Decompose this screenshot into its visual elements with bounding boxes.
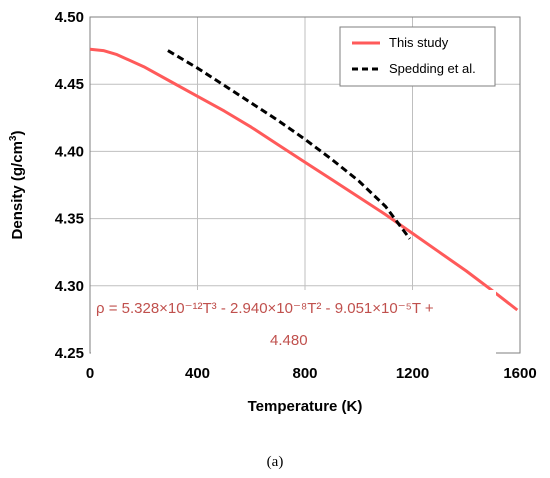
- equation-box: [91, 290, 496, 357]
- equation-line-1: ρ = 5.328×10⁻¹²T³ - 2.940×10⁻⁸T² - 9.051…: [96, 300, 434, 317]
- legend-box: [339, 26, 496, 87]
- figure-caption: (a): [267, 454, 284, 470]
- y-axis-title-main: Density (g/cm: [9, 141, 26, 239]
- y-tick-label: 4.25: [55, 345, 84, 362]
- series-layer: [89, 47, 519, 312]
- x-tick-label: 0: [86, 365, 94, 382]
- y-axis-title: Density (g/cm3): [8, 131, 26, 240]
- x-axis-title: Temperature (K): [248, 398, 363, 415]
- y-axis-ticks: 4.25 4.30 4.35 4.40 4.45 4.50: [55, 9, 84, 362]
- y-tick-label: 4.30: [55, 278, 84, 295]
- y-tick-label: 4.50: [55, 9, 84, 26]
- x-axis-ticks: 0 400 800 1200 1600: [86, 365, 537, 382]
- y-axis-title-sup: 3: [8, 135, 19, 141]
- y-axis-title-end: ): [9, 131, 26, 136]
- x-tick-label: 400: [185, 365, 210, 382]
- fit-equation: ρ = 5.328×10⁻¹²T³ - 2.940×10⁻⁸T² - 9.051…: [91, 290, 496, 357]
- series-line-this-study: [89, 47, 519, 312]
- legend-label-this-study: This study: [389, 35, 449, 50]
- y-tick-label: 4.40: [55, 143, 84, 160]
- y-tick-label: 4.45: [55, 76, 84, 93]
- equation-line-2: 4.480: [270, 332, 308, 349]
- series-line-spedding: [167, 49, 412, 240]
- x-tick-label: 1200: [396, 365, 429, 382]
- x-tick-label: 800: [292, 365, 317, 382]
- x-tick-label: 1600: [503, 365, 536, 382]
- legend-label-spedding: Spedding et al.: [389, 61, 476, 76]
- y-tick-label: 4.35: [55, 211, 84, 228]
- legend: This study Spedding et al.: [339, 26, 496, 87]
